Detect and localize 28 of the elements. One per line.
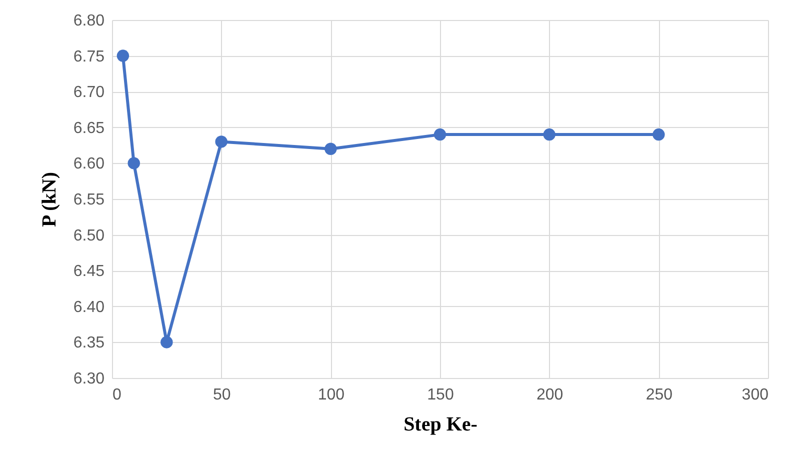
- y-tick-label: 6.55: [73, 192, 105, 208]
- y-tick-label: 6.35: [73, 334, 105, 352]
- point: [434, 128, 446, 141]
- x-tick-label: 250: [646, 386, 673, 404]
- point: [652, 128, 665, 141]
- x-tick-label: 200: [536, 386, 564, 404]
- x-tick-label: 150: [427, 386, 454, 404]
- x-tick-label: 300: [742, 386, 769, 404]
- y-tick-label: 6.45: [73, 263, 105, 280]
- x-tick-label: 50: [212, 386, 231, 404]
- y-tick-label: 6.70: [73, 84, 105, 102]
- y-tick-label: 6.75: [73, 48, 105, 66]
- y-tick-label: 6.30: [73, 370, 105, 388]
- point: [543, 128, 556, 141]
- point: [160, 336, 173, 348]
- y-tick-label: 6.40: [73, 298, 105, 316]
- x-tick-label: 0: [112, 386, 122, 404]
- x-tick-label: 100: [318, 386, 345, 404]
- point: [128, 157, 140, 170]
- y-tick-label: 6.80: [73, 12, 105, 30]
- y-tick-label: 6.60: [73, 156, 105, 173]
- x-axis-title: Step Ke-: [404, 414, 478, 436]
- point: [116, 50, 130, 62]
- point: [215, 136, 228, 148]
- y-tick-label: 6.50: [73, 227, 105, 244]
- y-axis-title: P (kN): [38, 172, 60, 227]
- y-tick-label: 6.65: [73, 120, 105, 137]
- point: [324, 142, 337, 155]
